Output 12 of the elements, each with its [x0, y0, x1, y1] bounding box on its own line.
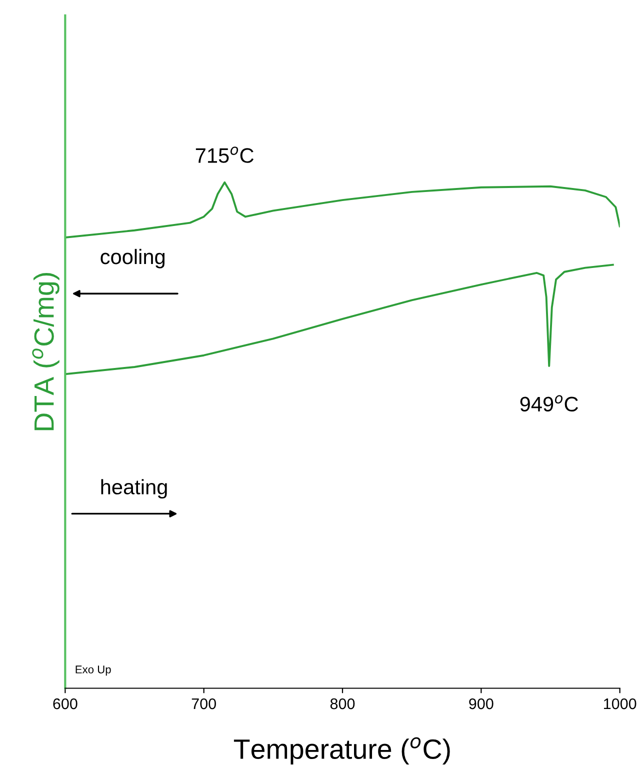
annotation: heating — [101, 479, 167, 499]
x-tick-label: 900 — [469, 698, 494, 710]
annotation: Exo Up — [76, 666, 111, 676]
x-axis-title: Temperature ($^{o}$C) — [234, 737, 450, 765]
annotation: cooling — [100, 248, 165, 268]
annotation: 949$^{o}$C — [520, 395, 578, 412]
x-tick-label: 600 — [53, 698, 78, 710]
y-axis-title: DTA ($^{o}$C/mg) — [32, 273, 60, 430]
x-tick-label: 700 — [192, 698, 216, 710]
annotation: 715$^{o}$C — [196, 146, 254, 163]
x-tick-label: 1000 — [604, 698, 636, 710]
x-tick-label: 800 — [330, 698, 355, 710]
